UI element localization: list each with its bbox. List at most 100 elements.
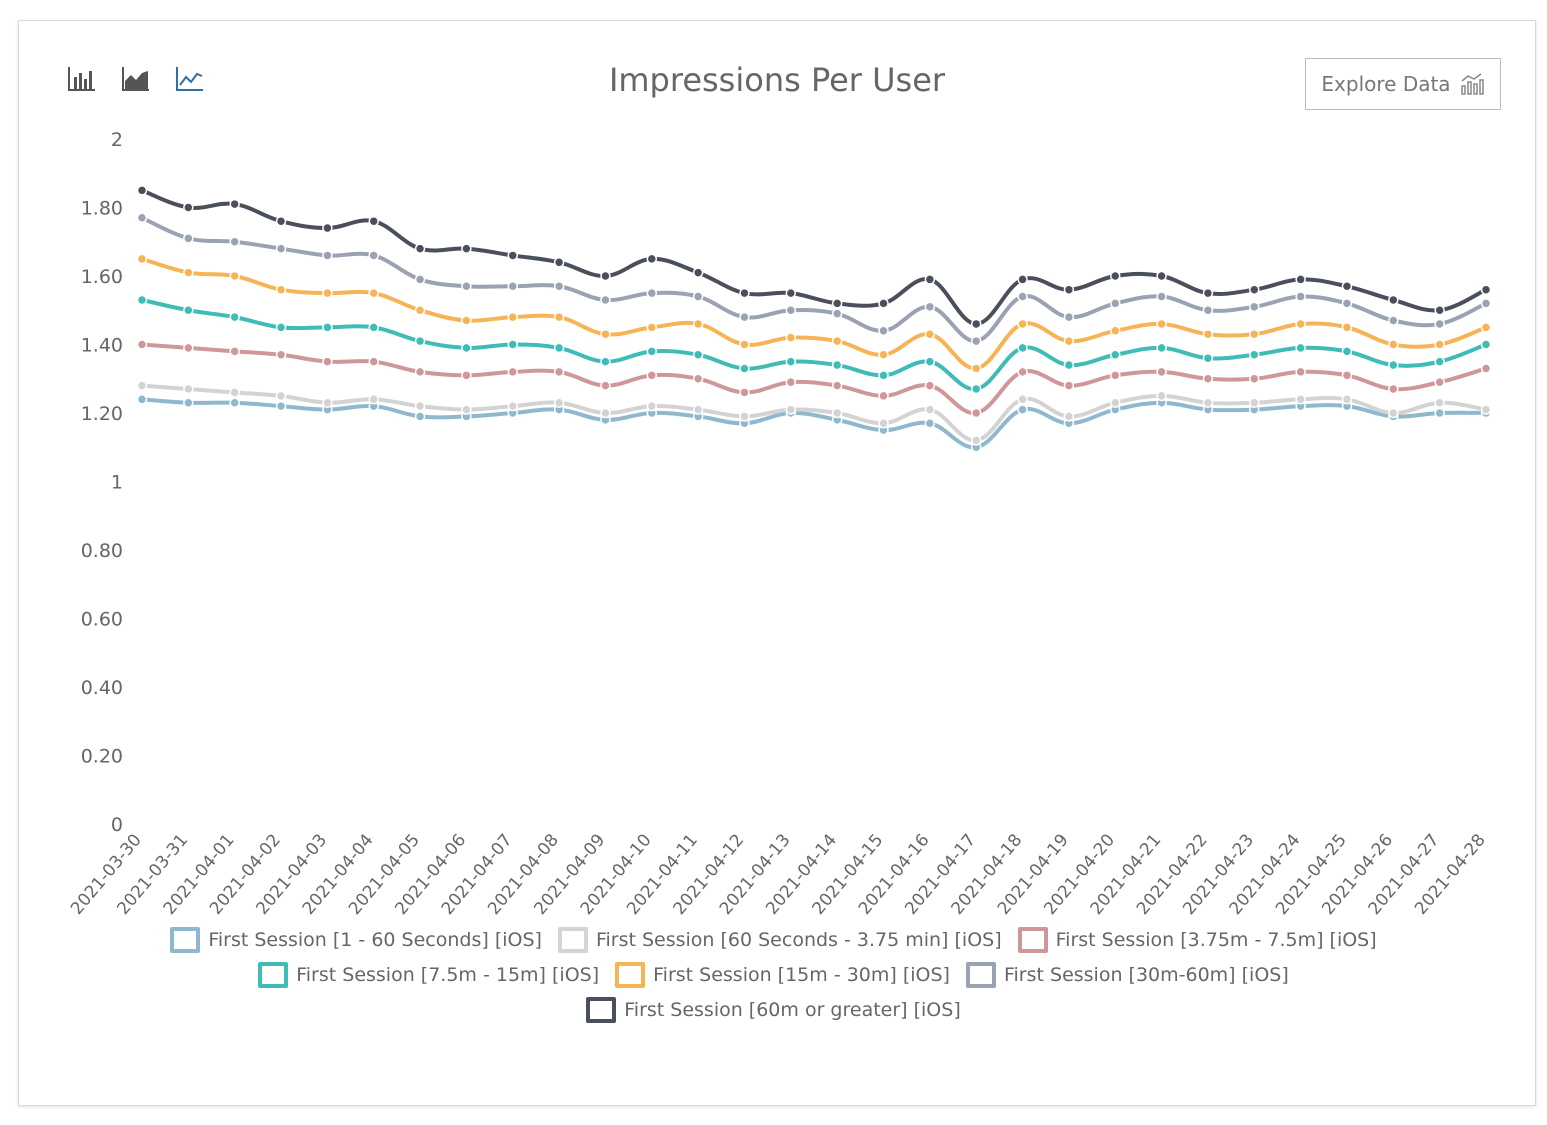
data-point[interactable] [1434,305,1445,316]
data-point[interactable] [739,387,750,398]
data-point[interactable] [507,366,519,378]
data-point[interactable] [1480,322,1492,333]
data-point[interactable] [970,363,982,374]
data-point[interactable] [785,356,797,367]
data-point[interactable] [275,284,287,295]
data-point[interactable] [322,287,333,299]
data-point[interactable] [553,257,565,268]
data-point[interactable] [1017,404,1028,415]
data-point[interactable] [229,387,240,398]
data-point[interactable] [600,407,611,419]
data-point[interactable] [553,397,565,408]
data-point[interactable] [368,287,379,299]
data-point[interactable] [1388,339,1399,350]
data-point[interactable] [1063,411,1075,422]
data-point[interactable] [183,267,194,278]
data-point[interactable] [183,383,194,395]
data-point[interactable] [1202,373,1214,384]
data-point[interactable] [1063,335,1075,347]
data-point[interactable] [229,198,240,210]
data-point[interactable] [414,243,426,254]
data-point[interactable] [1017,291,1028,302]
data-point[interactable] [831,335,843,347]
data-point[interactable] [878,298,889,309]
bar-chart-icon[interactable] [67,65,97,93]
data-point[interactable] [739,287,750,299]
data-point[interactable] [507,400,519,412]
data-point[interactable] [831,298,843,309]
data-point[interactable] [1388,359,1399,371]
series-line[interactable] [141,397,1487,450]
data-point[interactable] [1388,407,1399,419]
data-point[interactable] [831,308,843,319]
data-point[interactable] [1480,284,1492,295]
data-point[interactable] [275,215,287,227]
data-point[interactable] [692,349,704,361]
data-point[interactable] [1341,346,1353,357]
data-point[interactable] [785,287,797,299]
data-point[interactable] [136,185,148,196]
data-point[interactable] [183,397,194,408]
data-point[interactable] [183,305,194,316]
data-point[interactable] [229,270,240,282]
data-point[interactable] [1156,390,1167,402]
data-point[interactable] [1295,274,1306,285]
data-point[interactable] [368,215,379,227]
data-point[interactable] [1295,318,1306,330]
data-point[interactable] [878,349,889,361]
data-point[interactable] [785,305,797,316]
data-point[interactable] [1480,298,1492,309]
data-point[interactable] [739,311,750,323]
data-point[interactable] [414,274,426,285]
data-point[interactable] [1388,294,1399,306]
data-point[interactable] [1434,397,1445,408]
data-point[interactable] [646,287,658,299]
data-point[interactable] [461,281,472,292]
data-point[interactable] [1202,397,1214,408]
data-point[interactable] [785,376,797,388]
data-point[interactable] [414,411,426,422]
explore-data-button[interactable]: Explore Data [1305,58,1501,110]
data-point[interactable] [414,335,426,347]
data-point[interactable] [1434,407,1445,419]
data-point[interactable] [507,311,519,323]
legend-item[interactable]: First Session [3.75m - 7.5m] [iOS] [1017,927,1377,953]
data-point[interactable] [322,356,333,367]
legend-item[interactable]: First Session [1 - 60 Seconds] [iOS] [170,927,542,953]
data-point[interactable] [1295,366,1306,378]
data-point[interactable] [1156,366,1167,378]
data-point[interactable] [414,305,426,316]
data-point[interactable] [1434,356,1445,367]
data-point[interactable] [136,253,148,265]
data-point[interactable] [924,301,936,313]
data-point[interactable] [275,349,287,361]
data-point[interactable] [1295,291,1306,302]
data-point[interactable] [322,322,333,333]
data-point[interactable] [1249,397,1260,408]
data-point[interactable] [275,400,287,412]
series-line[interactable] [141,215,1487,344]
data-point[interactable] [1388,315,1399,326]
data-point[interactable] [1202,287,1214,299]
data-point[interactable] [322,222,333,234]
data-point[interactable] [229,397,240,408]
data-point[interactable] [878,390,889,402]
data-point[interactable] [924,404,936,415]
data-point[interactable] [368,322,379,333]
legend-item[interactable]: First Session [15m - 30m] [iOS] [615,962,950,988]
data-point[interactable] [1341,298,1353,309]
data-point[interactable] [924,380,936,391]
data-point[interactable] [1295,394,1306,405]
data-point[interactable] [1341,394,1353,405]
data-point[interactable] [646,253,658,265]
data-point[interactable] [1202,352,1214,364]
data-point[interactable] [507,339,519,350]
data-point[interactable] [970,383,982,395]
data-point[interactable] [1480,363,1492,374]
data-point[interactable] [1341,281,1353,292]
data-point[interactable] [970,435,982,446]
data-point[interactable] [1434,318,1445,330]
data-point[interactable] [1109,370,1121,381]
data-point[interactable] [1063,311,1075,323]
data-point[interactable] [924,328,936,340]
